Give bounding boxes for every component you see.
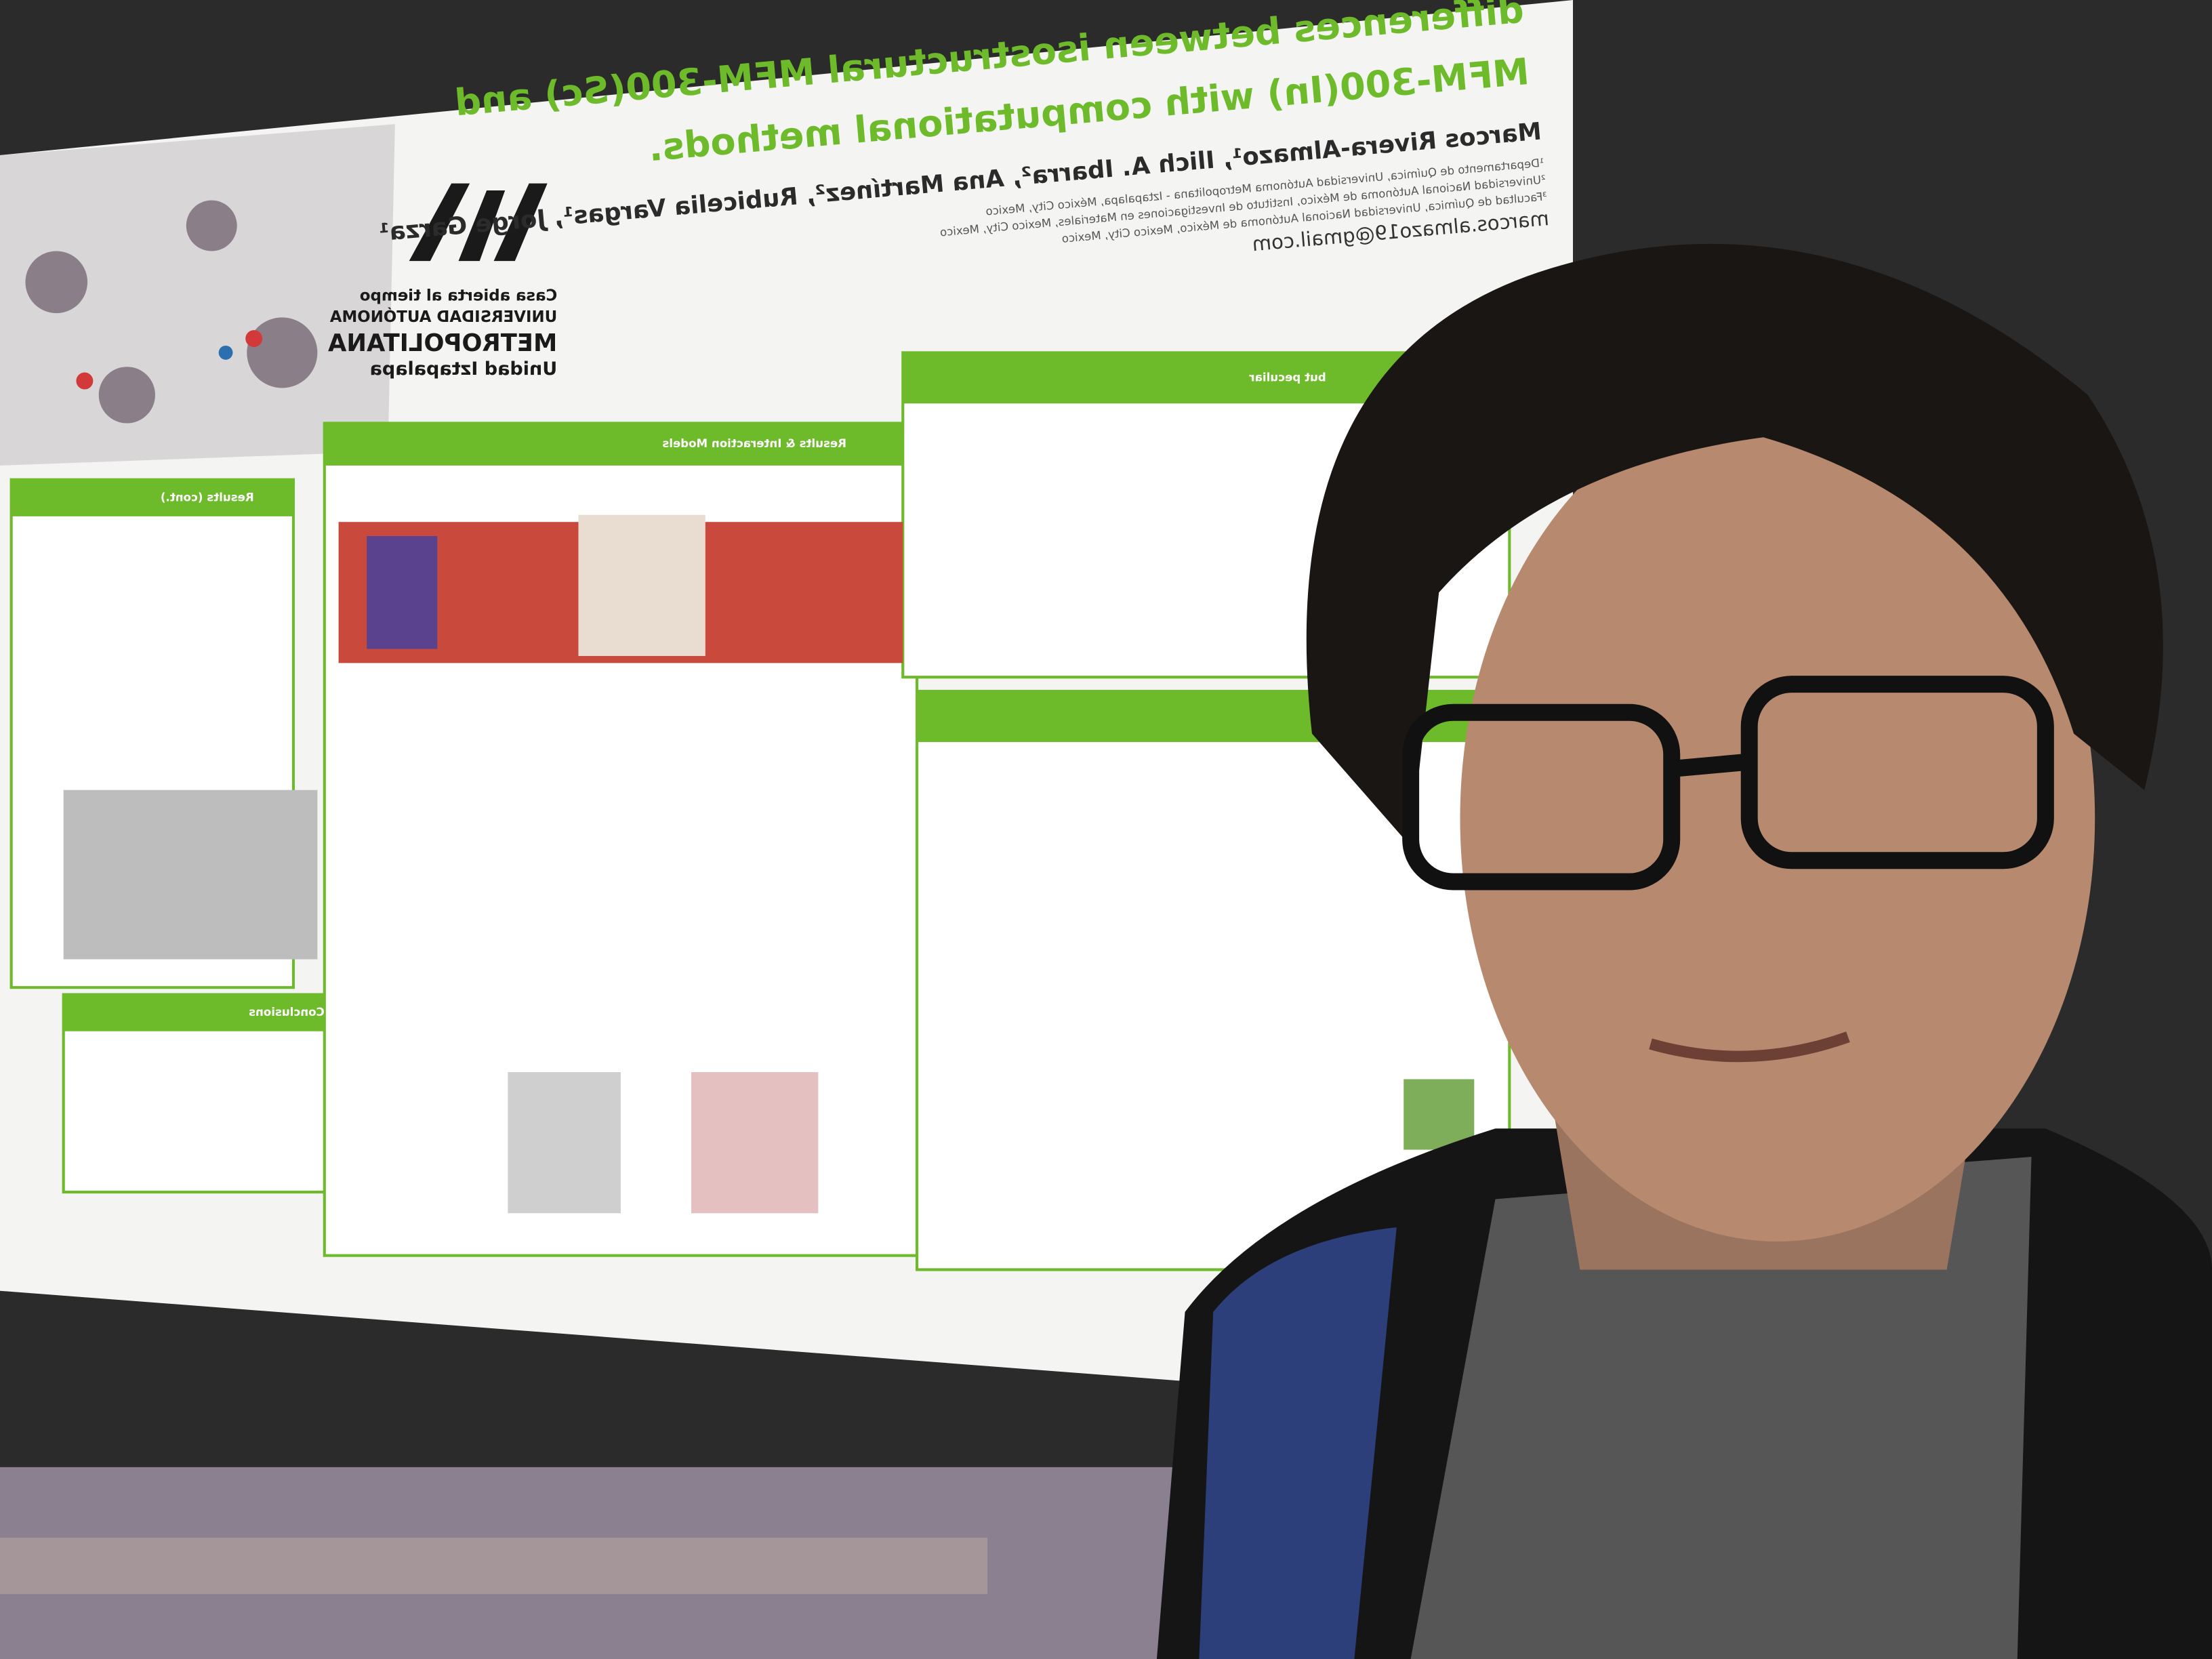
- section-title: Results (cont.): [161, 491, 254, 504]
- uam-logo-mark: [409, 183, 548, 262]
- panels: [9, 351, 1511, 1271]
- floor-pattern: [0, 1537, 988, 1595]
- logo-name: Unidad Iztapalapa: [370, 359, 558, 380]
- logo-motto: Casa abierta al tiempo: [360, 287, 557, 305]
- logo-name: METROPOLITANA: [327, 329, 557, 357]
- molecule-art: [25, 200, 318, 424]
- shirt: [1410, 1156, 2032, 1659]
- section-title: Results & Interaction Models: [662, 437, 846, 450]
- glasses: [1402, 676, 2054, 890]
- face: [1460, 394, 2095, 1242]
- backpack-strap: [1199, 1227, 1397, 1659]
- logo-name: UNIVERSIDAD AUTÓNOMA: [329, 307, 557, 326]
- person: [1156, 243, 2212, 1659]
- section-title: Conclusions: [249, 1006, 325, 1019]
- hair: [1306, 243, 2163, 846]
- section-title: but peculiar: [1249, 371, 1326, 384]
- mouth: [1649, 1031, 1850, 1063]
